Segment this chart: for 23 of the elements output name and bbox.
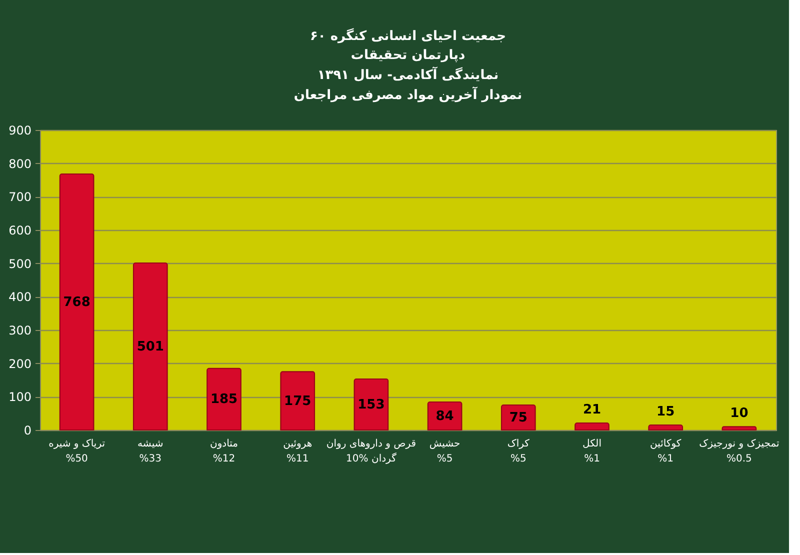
y-tick-label: 800 [8, 156, 32, 171]
y-tick-label: 400 [8, 290, 32, 304]
data-label: 15 [656, 404, 675, 420]
data-label: 21 [582, 402, 602, 418]
y-tick-label: 700 [8, 190, 32, 204]
y-tick-label: 300 [8, 324, 32, 338]
y-tick-label: 900 [8, 124, 32, 138]
data-label: 185 [210, 392, 238, 408]
data-label: 84 [436, 409, 454, 424]
data-label: 501 [136, 340, 164, 354]
data-label: 153 [358, 398, 385, 412]
data-label: 10 [730, 406, 748, 422]
chart-subtitle: دپارتمان تحقیقات نمایندگی آکادمی- سال ۱۳۹۱ نمودار آخرین مواد مصرفی مراجعان [294, 48, 522, 103]
y-tick-label: 200 [8, 356, 32, 371]
data-label: 175 [284, 394, 312, 409]
y-tick-label: 0 [24, 424, 32, 438]
data-label: 768 [63, 295, 90, 310]
y-tick-label: 600 [8, 224, 32, 238]
data-label: 75 [509, 410, 528, 426]
y-tick-label: 500 [8, 256, 32, 271]
y-tick-label: 100 [8, 390, 32, 404]
chart-title: جمعیت احیای انسانی کنگره ۶۰ [310, 28, 506, 44]
x-tick-label: قرص و داروهای روان گردان %10 [326, 438, 416, 464]
